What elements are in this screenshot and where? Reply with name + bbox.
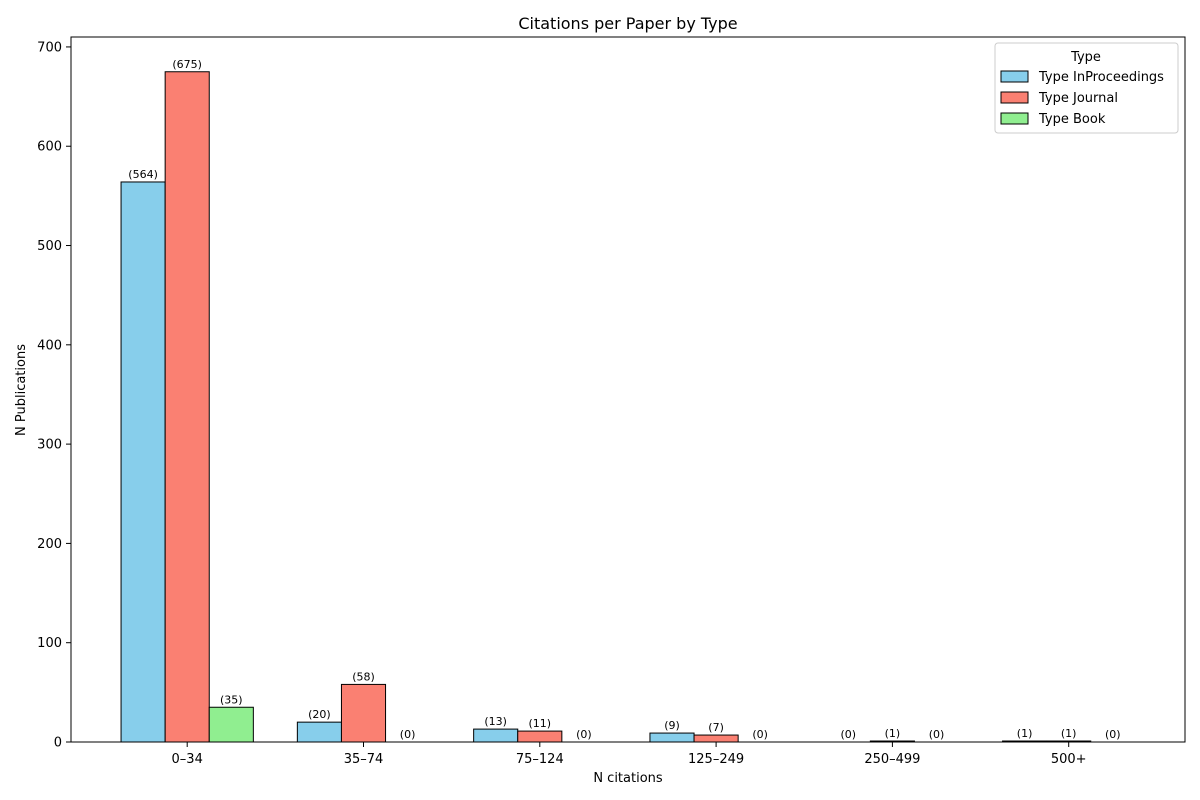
value-label-series-1-cat-2: (11)	[529, 717, 552, 730]
value-label-series-1-cat-3: (7)	[708, 721, 724, 734]
value-label-series-0-cat-1: (20)	[308, 708, 331, 721]
value-label-series-0-cat-5: (1)	[1017, 727, 1033, 740]
legend-label-0: Type InProceedings	[1038, 70, 1164, 85]
bar-series-1-cat-0	[164, 71, 210, 743]
legend-title: Type	[1070, 50, 1101, 65]
y-axis: 0 100 200 300 400 500 600 700	[37, 40, 71, 751]
bar-series-1-cat-3	[693, 734, 739, 743]
x-tick-label-0: 0–34	[172, 752, 203, 767]
value-label-series-2-cat-5: (0)	[1105, 728, 1121, 741]
x-tick-label-2: 75–124	[516, 752, 564, 767]
bar-series-2-cat-0	[208, 706, 254, 743]
bar-series-0-cat-3	[649, 732, 695, 743]
value-label-series-0-cat-4: (0)	[841, 728, 857, 741]
x-tick-label-3: 125–249	[688, 752, 744, 767]
chart-title: Citations per Paper by Type	[518, 14, 737, 33]
bar-series-0-cat-2	[473, 728, 519, 743]
x-tick-label-1: 35–74	[344, 752, 384, 767]
value-label-series-1-cat-4: (1)	[885, 727, 901, 740]
value-label-series-2-cat-1: (0)	[400, 728, 416, 741]
y-tick-label-4: 400	[37, 338, 62, 353]
plot-area-frame	[70, 36, 1186, 743]
value-label-series-1-cat-1: (58)	[352, 670, 375, 683]
y-tick-label-7: 700	[37, 40, 62, 55]
legend-label-2: Type Book	[1038, 112, 1106, 127]
legend-items: Type InProceedings Type Journal Type Book	[1000, 70, 1164, 127]
y-tick-label-5: 500	[37, 239, 62, 254]
y-tick-label-6: 600	[37, 140, 62, 155]
x-tick-label-5: 500+	[1051, 752, 1087, 767]
x-tick-label-4: 250–499	[864, 752, 920, 767]
value-label-series-0-cat-0: (564)	[128, 168, 158, 181]
value-label-series-1-cat-5: (1)	[1061, 727, 1077, 740]
y-tick-label-1: 100	[37, 636, 62, 651]
legend-label-1: Type Journal	[1038, 91, 1118, 106]
bar-series-0-cat-0	[120, 181, 166, 743]
value-label-series-0-cat-3: (9)	[664, 719, 680, 732]
value-labels-layer: (564) (20) (13) (9) (0) (1) (675) (58) (11) (7) (1…	[128, 58, 1120, 741]
bar-series-1-cat-2	[517, 730, 563, 743]
value-label-series-0-cat-2: (13)	[484, 715, 507, 728]
y-tick-label-2: 200	[37, 537, 62, 552]
x-axis-label: N citations	[593, 771, 663, 786]
value-label-series-2-cat-0: (35)	[220, 693, 243, 706]
legend-swatch-2	[1000, 112, 1029, 125]
legend-swatch-0	[1000, 70, 1029, 83]
value-label-series-2-cat-3: (0)	[752, 728, 768, 741]
y-tick-label-0: 0	[54, 736, 62, 751]
bars-layer	[120, 71, 1092, 743]
value-label-series-2-cat-4: (0)	[929, 728, 945, 741]
y-axis-label: N Publications	[14, 344, 29, 436]
value-label-series-1-cat-0: (675)	[172, 58, 202, 71]
x-axis: 0–34 35–74 75–124 125–249 250–499 500+	[172, 742, 1087, 767]
bar-series-1-cat-1	[340, 683, 387, 743]
value-label-series-2-cat-2: (0)	[576, 728, 592, 741]
legend-swatch-1	[1000, 91, 1029, 104]
bar-series-0-cat-1	[296, 721, 342, 743]
legend-box	[994, 42, 1179, 134]
y-tick-label-3: 300	[37, 438, 62, 453]
